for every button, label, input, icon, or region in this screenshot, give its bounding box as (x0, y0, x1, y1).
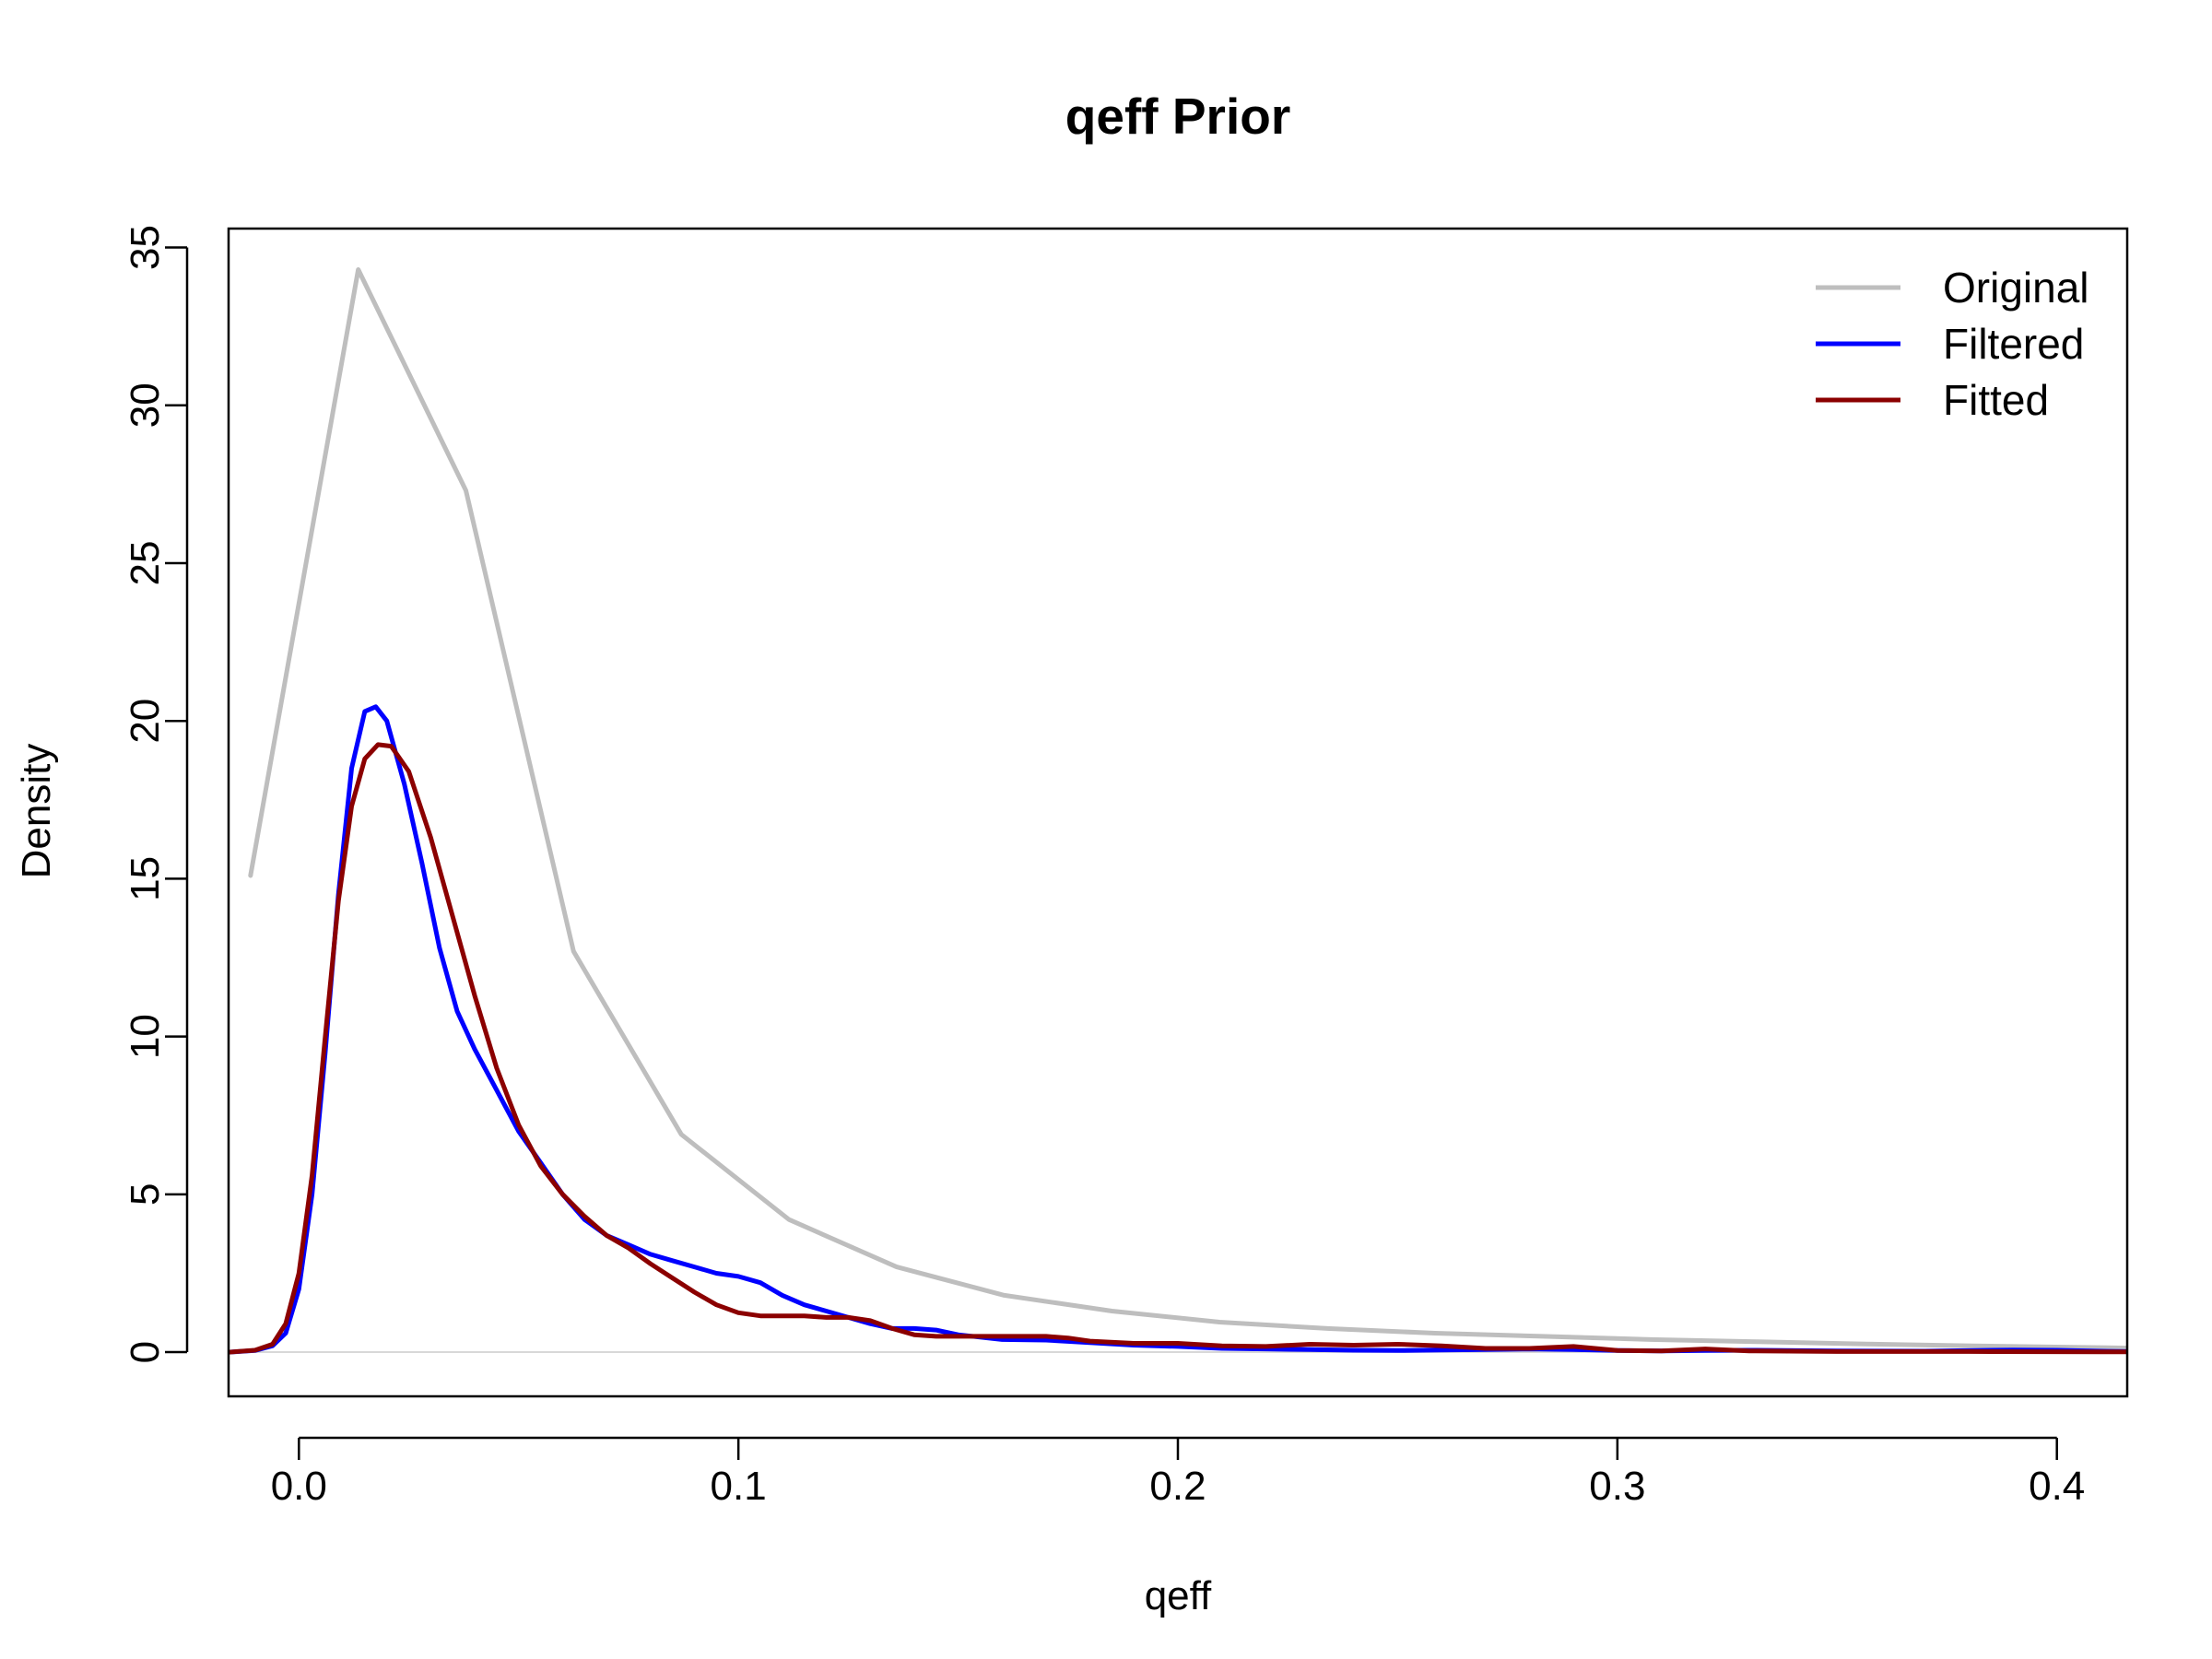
legend-item-original: Original (1816, 264, 2089, 312)
legend-item-filtered: Filtered (1816, 320, 2084, 368)
y-axis-label: Density (14, 744, 59, 879)
y-tick-label: 25 (123, 541, 168, 586)
y-tick-label: 0 (123, 1341, 168, 1363)
legend-item-fitted: Fitted (1816, 376, 2049, 424)
x-axis: 0.0 0.1 0.2 0.3 0.4 (271, 1436, 2085, 1509)
x-tick-label: 0.1 (711, 1464, 767, 1509)
y-tick-label: 20 (123, 699, 168, 744)
y-axis: 0 5 10 15 20 25 30 35 (123, 225, 189, 1363)
legend-label: Original (1943, 264, 2089, 312)
x-tick-label: 0.0 (271, 1464, 327, 1509)
plot-frame (227, 227, 2129, 1398)
legend: Original Filtered Fitted (1816, 264, 2089, 424)
x-axis-label: qeff (1145, 1573, 1212, 1618)
chart-title: qeff Prior (1065, 88, 1290, 145)
y-tick-label: 5 (123, 1183, 168, 1206)
series-group (229, 267, 2127, 1355)
plot-area (229, 267, 2127, 1355)
x-tick-label: 0.2 (1149, 1464, 1206, 1509)
series-line-original (248, 267, 2127, 1351)
legend-label: Fitted (1943, 376, 2049, 424)
y-tick-label: 10 (123, 1014, 168, 1059)
y-tick-label: 35 (123, 225, 168, 270)
y-tick-label: 15 (123, 856, 168, 901)
y-tick-label: 30 (123, 382, 168, 428)
x-tick-label: 0.4 (2029, 1464, 2085, 1509)
legend-label: Filtered (1943, 320, 2084, 368)
x-tick-label: 0.3 (1589, 1464, 1645, 1509)
series-line-fitted (229, 742, 2127, 1355)
